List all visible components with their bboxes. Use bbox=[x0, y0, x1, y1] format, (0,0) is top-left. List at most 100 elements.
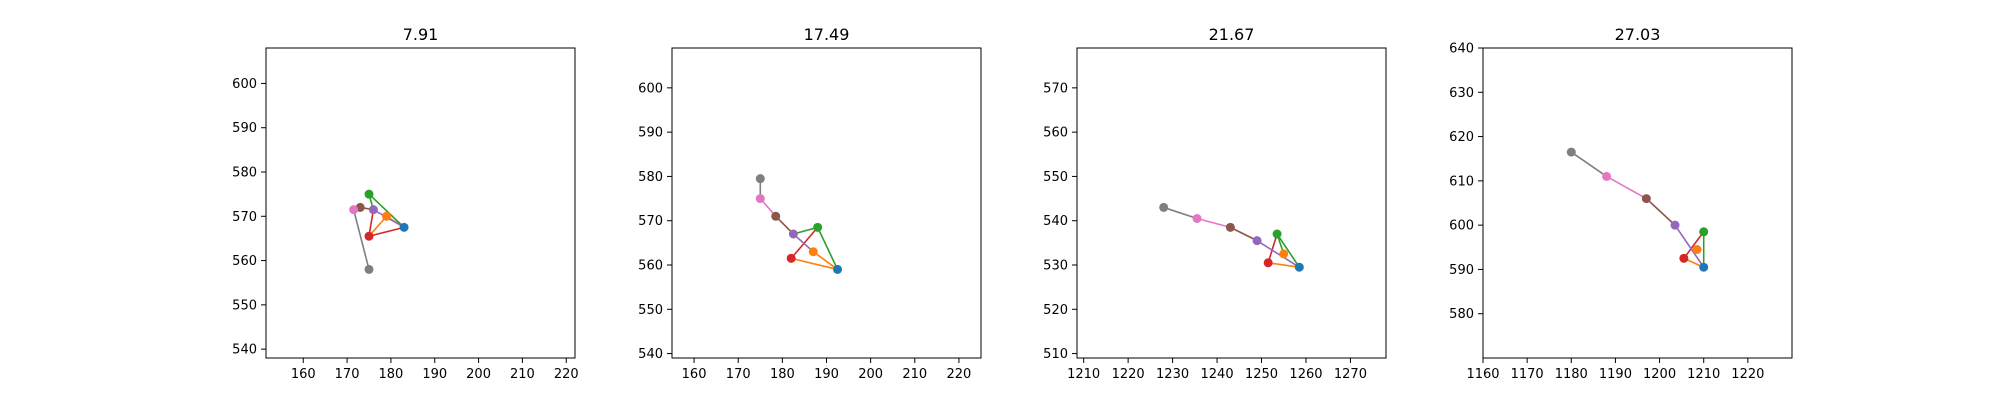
series-line-red bbox=[368, 226, 405, 237]
x-tick-label: 220 bbox=[554, 367, 579, 382]
y-tick-label: 580 bbox=[232, 166, 257, 181]
point-blue bbox=[833, 264, 843, 274]
plot-frame bbox=[671, 47, 982, 359]
point-purple bbox=[1670, 220, 1680, 230]
y-tick-label: 640 bbox=[1449, 42, 1474, 57]
series-line-orange bbox=[812, 251, 839, 271]
y-tick-label: 540 bbox=[638, 347, 663, 362]
series-line-green bbox=[1276, 233, 1300, 268]
y-tick-label: 570 bbox=[638, 214, 663, 229]
point-red bbox=[364, 231, 374, 241]
point-blue bbox=[1699, 262, 1709, 272]
series-line-pink bbox=[1196, 217, 1231, 229]
panel-title: 17.49 bbox=[804, 25, 850, 44]
series-line-gray bbox=[352, 209, 370, 270]
x-tick-label: 1170 bbox=[1511, 367, 1544, 382]
y-tick-label: 600 bbox=[232, 77, 257, 92]
y-tick-label: 560 bbox=[638, 259, 663, 274]
plot-frame bbox=[1076, 47, 1387, 359]
series-line-green bbox=[816, 227, 839, 270]
point-red bbox=[786, 253, 796, 263]
point-orange bbox=[1692, 245, 1702, 254]
x-tick-label: 160 bbox=[682, 367, 707, 382]
y-tick-label: 560 bbox=[232, 254, 257, 269]
x-tick-label: 210 bbox=[902, 367, 927, 382]
x-tick-label: 170 bbox=[726, 367, 751, 382]
y-tick-label: 540 bbox=[232, 343, 257, 358]
point-green bbox=[1699, 227, 1709, 237]
y-tick-label: 530 bbox=[1043, 259, 1068, 274]
x-tick-label: 1190 bbox=[1599, 367, 1632, 382]
x-tick-label: 1200 bbox=[1643, 367, 1676, 382]
x-tick-label: 220 bbox=[947, 367, 972, 382]
x-tick-label: 200 bbox=[466, 367, 491, 382]
y-tick-label: 580 bbox=[1449, 307, 1474, 322]
point-gray bbox=[1159, 202, 1169, 212]
point-gray bbox=[1566, 147, 1576, 157]
x-tick-label: 1210 bbox=[1687, 367, 1720, 382]
x-tick-label: 210 bbox=[510, 367, 535, 382]
x-tick-label: 1180 bbox=[1555, 367, 1588, 382]
series-line-pink bbox=[1606, 175, 1647, 200]
point-pink bbox=[1192, 214, 1202, 223]
point-green bbox=[1272, 229, 1282, 239]
panel-title: 21.67 bbox=[1209, 25, 1255, 44]
series-line-red bbox=[1267, 233, 1278, 264]
point-purple bbox=[368, 205, 378, 215]
series-line-orange bbox=[1268, 261, 1300, 269]
y-tick-label: 510 bbox=[1043, 347, 1068, 362]
y-tick-label: 570 bbox=[1043, 81, 1068, 96]
x-tick-label: 200 bbox=[858, 367, 883, 382]
point-red bbox=[1263, 258, 1273, 268]
panel-3: 21.67 1210 1220 1230 1240 1250 1260 1270 510 520 5… bbox=[1043, 25, 1387, 382]
point-gray bbox=[364, 264, 374, 274]
y-tick-label: 590 bbox=[1449, 263, 1474, 278]
x-tick-label: 180 bbox=[379, 367, 404, 382]
point-blue bbox=[399, 222, 409, 232]
point-green bbox=[813, 222, 823, 232]
y-tick-label: 610 bbox=[1449, 174, 1474, 189]
y-tick-label: 560 bbox=[1043, 126, 1068, 141]
series-line-purple bbox=[1674, 224, 1705, 268]
x-tick-label: 1240 bbox=[1201, 367, 1234, 382]
x-tick-label: 1260 bbox=[1289, 367, 1322, 382]
panel-title: 27.03 bbox=[1615, 25, 1661, 44]
point-pink bbox=[1602, 171, 1612, 181]
point-pink bbox=[755, 194, 765, 204]
series-line-purple bbox=[1256, 239, 1300, 268]
x-tick-label: 1230 bbox=[1156, 367, 1189, 382]
point-purple bbox=[788, 229, 798, 239]
y-tick-label: 600 bbox=[1449, 219, 1474, 234]
series-line-red bbox=[1683, 231, 1705, 259]
x-tick-label: 190 bbox=[814, 367, 839, 382]
series-line-brown bbox=[1645, 197, 1676, 226]
y-tick-label: 600 bbox=[638, 81, 663, 96]
panel-4: 27.03 1160 1170 1180 1190 1200 1210 1220 580 590 6… bbox=[1449, 25, 1793, 382]
plot-frame bbox=[265, 47, 576, 359]
y-tick-label: 540 bbox=[1043, 214, 1068, 229]
y-tick-label: 630 bbox=[1449, 86, 1474, 101]
x-tick-label: 1270 bbox=[1334, 367, 1367, 382]
point-brown bbox=[771, 211, 781, 221]
x-tick-label: 1220 bbox=[1112, 367, 1145, 382]
y-tick-label: 570 bbox=[232, 210, 257, 225]
point-gray bbox=[755, 174, 765, 184]
x-tick-label: 1210 bbox=[1067, 367, 1100, 382]
point-brown bbox=[1225, 222, 1235, 232]
plot-frame bbox=[1482, 47, 1793, 359]
x-tick-label: 170 bbox=[335, 367, 360, 382]
panel-1: 7.91 160 170 180 190 200 210 220 540 550 560 570 580… bbox=[232, 25, 578, 382]
y-tick-label: 620 bbox=[1449, 130, 1474, 145]
y-tick-label: 550 bbox=[232, 298, 257, 313]
x-tick-label: 1250 bbox=[1245, 367, 1278, 382]
point-green bbox=[364, 189, 374, 199]
x-tick-label: 190 bbox=[422, 367, 447, 382]
point-orange bbox=[1279, 249, 1289, 259]
series-line-orange bbox=[790, 257, 838, 271]
point-pink bbox=[349, 205, 359, 215]
y-tick-label: 580 bbox=[638, 170, 663, 185]
series-line-green bbox=[368, 193, 405, 228]
point-blue bbox=[1294, 262, 1304, 272]
x-tick-label: 1160 bbox=[1466, 367, 1499, 382]
